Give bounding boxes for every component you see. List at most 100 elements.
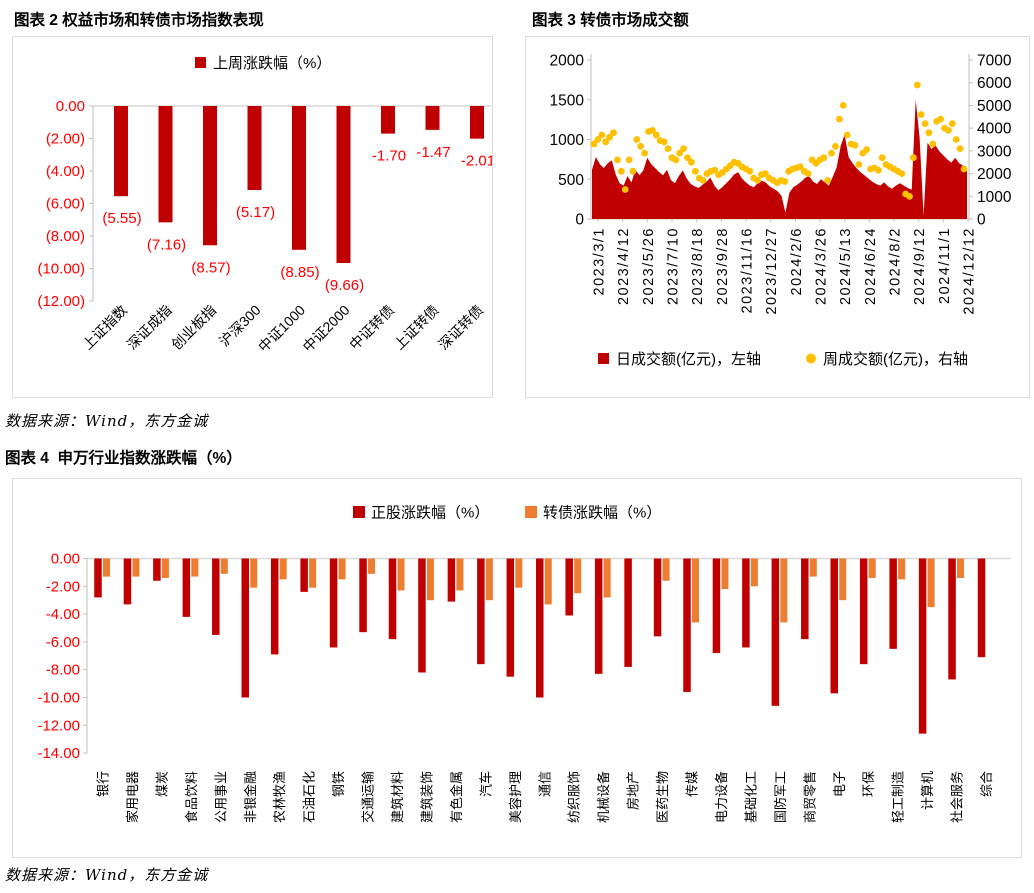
x-tick-label: 2023/5/26 — [641, 227, 657, 305]
stock-bar — [771, 558, 780, 706]
stock-bar — [712, 558, 721, 654]
x-category-label: 环保 — [861, 771, 876, 797]
y-tick-label: (2.00) — [46, 131, 85, 148]
weekly-turnover-dot — [945, 127, 952, 134]
stock-bar — [977, 558, 986, 658]
weekly-turnover-dot — [855, 161, 863, 168]
x-category-label: 美容护理 — [508, 771, 523, 823]
weekly-turnover-dot — [820, 154, 828, 162]
stock-bar — [359, 558, 367, 633]
weekly-turnover-dot — [676, 149, 684, 157]
stock-bar — [418, 558, 426, 673]
right-axis-label: 2000 — [977, 166, 1012, 183]
x-tick-label: 2024/12/12 — [962, 227, 978, 315]
weekly-turnover-dot — [843, 131, 851, 139]
weekly-turnover-dot — [863, 146, 870, 154]
bar — [336, 106, 351, 263]
bar-value-label: (8.85) — [280, 264, 319, 281]
stock-bar — [447, 558, 456, 602]
stock-bar — [212, 558, 220, 635]
industry-index-grouped-bar-chart: 正股涨跌幅（%） 转债涨跌幅（%） 0.00 -2.00 -4.00 -6.00 -8.00… — [37, 505, 1011, 823]
x-category-label: 深证转债 — [435, 302, 486, 353]
y-tick-label: -8.00 — [46, 662, 80, 679]
bar-value-label: -1.70 — [372, 148, 406, 165]
cb-bar — [161, 558, 169, 578]
legend-swatch-stock — [353, 506, 365, 518]
y-tick-label: -12.00 — [37, 717, 80, 734]
source-note-top: 数据来源：Wind，东方金诚 — [5, 412, 209, 430]
weekly-turnover-dot — [660, 138, 668, 146]
figure2-panel: 上周涨跌幅（%） 0.00 (2.00) (4.00) (6.00) (8.00) (10.… — [12, 36, 493, 398]
x-category-label: 交通运输 — [361, 771, 376, 823]
legend-label-daily: 日成交额(亿元)，左轴 — [616, 350, 761, 368]
bar-value-label: -1.47 — [416, 144, 450, 161]
stock-bar — [182, 558, 191, 617]
cb-bar — [250, 558, 258, 588]
x-category-label: 非银金融 — [243, 771, 258, 823]
figure4-panel: 正股涨跌幅（%） 转债涨跌幅（%） 0.00 -2.00 -4.00 -6.00 -8.00… — [12, 478, 1022, 858]
legend-swatch-daily — [598, 353, 609, 364]
weekly-turnover-dot — [649, 127, 656, 134]
x-category-label: 上证转债 — [391, 302, 442, 353]
x-category-label: 公用事业 — [213, 771, 228, 823]
cb-bar — [868, 558, 876, 578]
x-tick-label: 2023/12/27 — [764, 227, 780, 315]
cb-bar — [927, 558, 935, 608]
figure4-title: 图表 4 申万行业指数涨跌幅（%） — [5, 450, 242, 467]
x-category-label: 深证成指 — [124, 302, 175, 353]
legend-swatch-cb — [525, 506, 537, 518]
y-tick-label: (10.00) — [37, 261, 85, 278]
x-category-label: 建筑装饰 — [419, 771, 434, 823]
weekly-turnover-dot — [921, 120, 929, 127]
stock-bar — [153, 558, 161, 581]
x-category-label: 石油石化 — [302, 771, 317, 823]
stock-bar — [830, 558, 838, 694]
stock-bar — [594, 558, 603, 674]
right-axis-label: 0 — [977, 212, 986, 229]
legend-label-weekly: 周成交额(亿元)，右轴 — [823, 350, 968, 368]
weekly-turnover-dot — [824, 177, 832, 184]
weekly-turnover-dot — [910, 154, 917, 162]
bar — [381, 106, 395, 134]
weekly-turnover-dot — [637, 142, 645, 150]
cb-bar — [338, 558, 346, 580]
y-tick-label: -14.00 — [37, 745, 80, 762]
weekly-turnover-dot — [754, 177, 761, 184]
x-tick-label: 2024/9/12 — [912, 227, 928, 305]
bar-value-label: -2.01 — [461, 153, 492, 170]
x-category-label: 农林牧渔 — [272, 771, 287, 823]
x-category-label: 银行 — [96, 771, 111, 797]
cb-bar — [898, 558, 906, 580]
legend-label: 上周涨跌幅（%） — [213, 55, 331, 72]
stock-bar — [683, 558, 691, 692]
x-category-label: 通信 — [537, 771, 552, 797]
x-category-label: 建筑材料 — [390, 771, 405, 823]
left-axis-label: 500 — [558, 172, 584, 189]
bar — [470, 106, 484, 139]
x-category-label: 传媒 — [685, 771, 700, 797]
weekly-turnover-dot — [948, 120, 956, 127]
stock-bar — [653, 558, 662, 637]
y-tick-label: -4.00 — [46, 606, 80, 623]
y-tick-label: -10.00 — [37, 690, 80, 707]
weekly-turnover-dot — [664, 145, 672, 152]
weekly-turnover-dot — [762, 170, 769, 178]
convertible-turnover-chart: 2000150010005000700060005000400030002000… — [550, 53, 1012, 369]
bar — [247, 106, 262, 191]
bar-value-label: (8.57) — [191, 259, 230, 276]
weekly-turnover-dot — [688, 158, 695, 166]
x-category-label: 创业板指 — [168, 302, 219, 353]
cb-bar — [426, 558, 434, 601]
x-category-label: 纺织服饰 — [567, 771, 582, 823]
weekly-turnover-dot — [878, 154, 886, 162]
weekly-turnover-dot — [781, 178, 789, 185]
stock-bar — [506, 558, 515, 677]
daily-turnover-area — [592, 99, 967, 219]
stock-bar — [329, 558, 338, 648]
cb-bar — [544, 558, 552, 605]
x-tick-label: 2024/2/6 — [789, 227, 805, 295]
weekly-turnover-dot — [917, 111, 925, 118]
x-tick-label: 2023/8/18 — [690, 227, 706, 305]
stock-bar — [123, 558, 132, 605]
cb-bar — [220, 558, 228, 574]
